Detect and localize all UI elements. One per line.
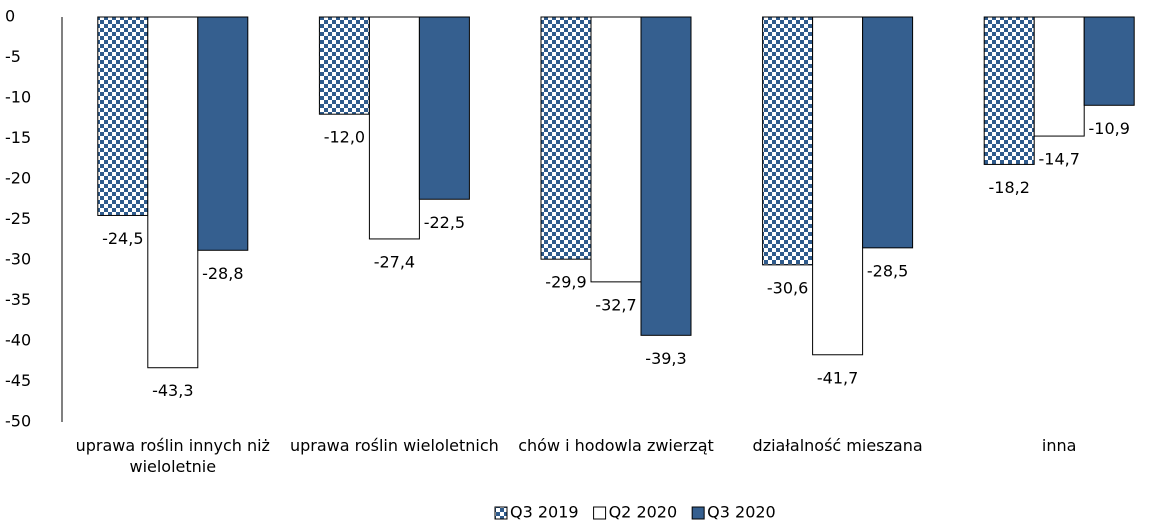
legend-label: Q3 2019	[510, 503, 579, 522]
x-tick-label: inna	[1041, 436, 1077, 455]
data-label: -12,0	[324, 128, 365, 147]
bar	[640, 16, 692, 336]
data-label: -29,9	[545, 273, 586, 292]
bar	[983, 16, 1035, 165]
data-label: -27,4	[374, 252, 415, 271]
bar	[762, 16, 814, 266]
bar	[197, 16, 249, 251]
y-tick-label: 0	[5, 7, 15, 26]
data-label: -24,5	[102, 229, 143, 248]
y-tick-label: -35	[5, 290, 31, 309]
bar	[318, 16, 370, 115]
legend-swatch	[494, 506, 508, 520]
bar	[1083, 16, 1135, 106]
bar	[1033, 16, 1085, 137]
legend-swatch	[593, 506, 607, 520]
y-tick-label: -50	[5, 412, 31, 431]
y-tick-label: -40	[5, 331, 31, 350]
data-label: -18,2	[988, 178, 1029, 197]
data-label: -14,7	[1038, 150, 1079, 169]
y-tick-label: -25	[5, 209, 31, 228]
y-tick-label: -5	[5, 47, 21, 66]
data-label: -22,5	[424, 213, 465, 232]
y-tick-label: -45	[5, 371, 31, 390]
data-label: -10,9	[1088, 119, 1129, 138]
data-label: -28,5	[867, 261, 908, 280]
legend-swatch	[691, 506, 705, 520]
x-tick-label: działalność mieszana	[752, 436, 923, 455]
bar	[368, 16, 420, 240]
x-tick-label: uprawa roślin innych niż wieloletnie	[75, 436, 270, 476]
bar	[147, 16, 199, 369]
data-label: -41,7	[817, 368, 858, 387]
data-label: -43,3	[152, 381, 193, 400]
bar	[590, 16, 642, 283]
data-label: -32,7	[595, 295, 636, 314]
data-label: -28,8	[202, 264, 243, 283]
y-tick-label: -20	[5, 169, 31, 188]
x-tick-label: uprawa roślin wieloletnich	[289, 436, 499, 455]
data-label: -39,3	[645, 349, 686, 368]
y-tick-label: -30	[5, 250, 31, 269]
bar	[540, 16, 592, 260]
legend-label: Q3 2020	[707, 503, 776, 522]
bar	[97, 16, 149, 216]
y-tick-label: -15	[5, 128, 31, 147]
bar	[812, 16, 864, 356]
bar	[862, 16, 914, 249]
y-tick-label: -10	[5, 88, 31, 107]
bar	[418, 16, 470, 200]
legend-label: Q2 2020	[609, 503, 678, 522]
x-tick-label: chów i hodowla zwierząt	[518, 436, 714, 455]
data-label: -30,6	[767, 278, 808, 297]
